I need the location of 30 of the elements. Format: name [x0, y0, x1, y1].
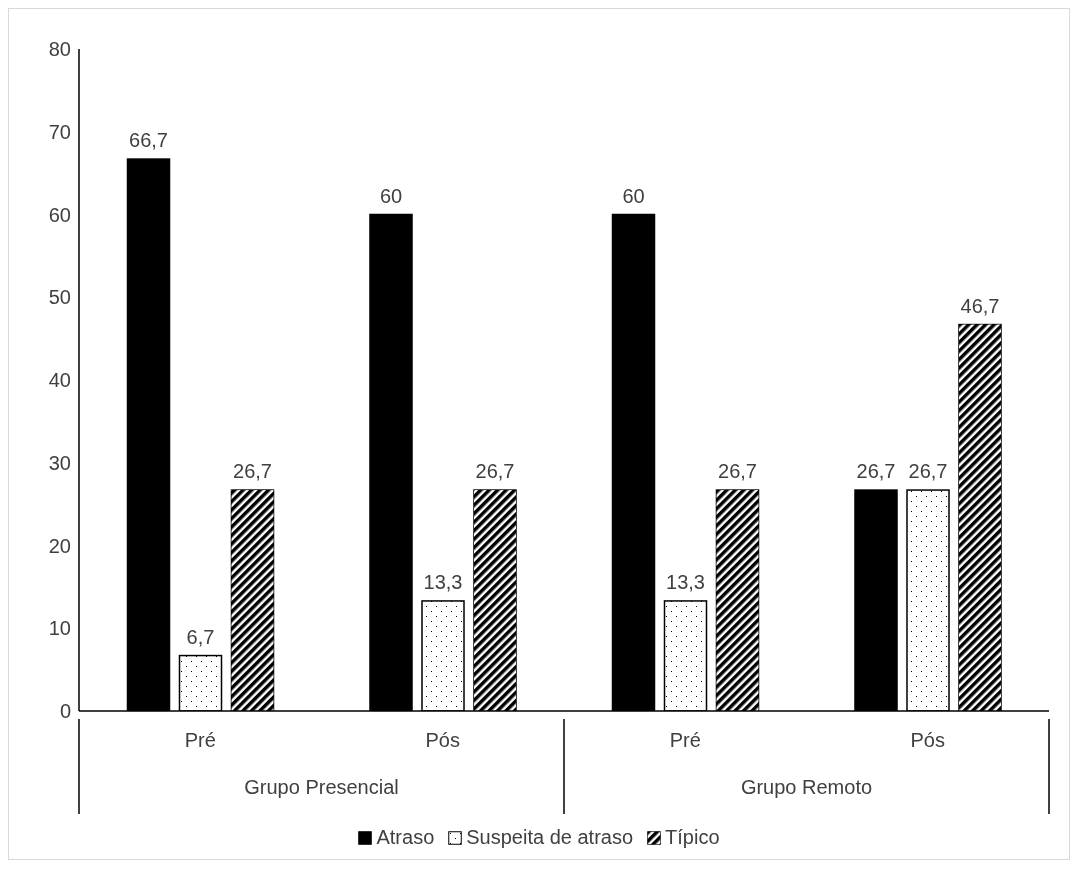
data-label: 26,7: [233, 460, 272, 483]
y-tick-label: 70: [48, 120, 71, 143]
data-label: 13,3: [666, 570, 705, 593]
y-tick-label: 10: [48, 617, 71, 640]
x-tick-label: Pós: [910, 729, 945, 751]
y-tick-label: 60: [48, 203, 71, 226]
y-tick-label: 20: [48, 534, 71, 557]
data-label: 6,7: [186, 625, 215, 648]
y-tick-label: 50: [48, 286, 71, 309]
data-label: 26,7: [718, 460, 757, 483]
data-label: 66,7: [129, 129, 168, 152]
data-label: 13,3: [423, 570, 463, 593]
text: Grupo Presencial: [244, 776, 399, 798]
x-tick-label: Pré: [669, 729, 701, 751]
text: Grupo Remoto: [740, 776, 873, 798]
data-label: 60: [379, 184, 403, 207]
legend-label: Suspeita de atraso: [466, 826, 634, 849]
data-label: 26,7: [908, 460, 948, 483]
legend-label: Atraso: [376, 826, 435, 849]
x-tick-label: Pré: [184, 729, 216, 751]
y-tick-label: 40: [48, 369, 71, 392]
x-tick-label: Pós: [425, 729, 460, 751]
legend-label: Típico: [665, 826, 720, 849]
data-label: 46,7: [960, 294, 1000, 317]
data-label: 60: [622, 184, 645, 207]
y-tick-label: 30: [48, 451, 71, 474]
y-tick-label: 80: [48, 38, 71, 61]
y-tick-label: 0: [59, 700, 71, 723]
data-label: 26,7: [475, 460, 515, 483]
data-label: 26,7: [856, 460, 896, 483]
